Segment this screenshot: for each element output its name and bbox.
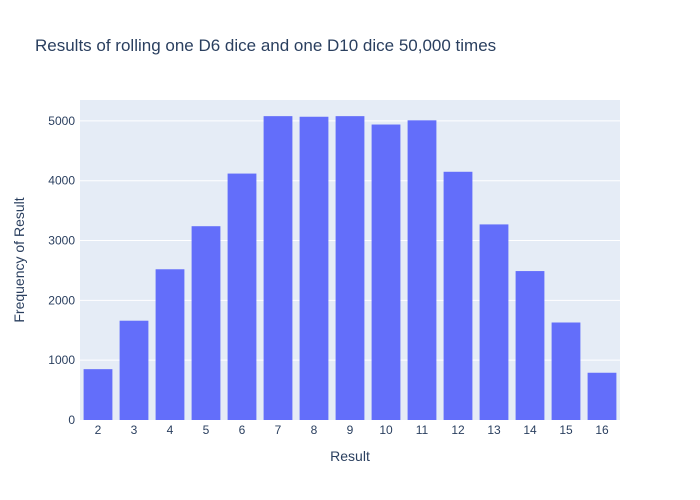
x-tick-label: 16 xyxy=(595,423,609,437)
bar-16 xyxy=(587,372,617,420)
y-tick-label: 2000 xyxy=(48,293,75,307)
bar-15 xyxy=(551,322,581,420)
bar-7 xyxy=(263,116,293,420)
bar-6 xyxy=(227,173,257,420)
x-tick-label: 7 xyxy=(275,423,282,437)
y-tick-label: 4000 xyxy=(48,174,75,188)
bar-11 xyxy=(407,120,437,420)
bar-4 xyxy=(155,269,185,420)
x-tick-label: 11 xyxy=(416,423,429,437)
x-tick-label: 5 xyxy=(203,423,210,437)
x-tick-label: 15 xyxy=(559,423,573,437)
x-tick-label: 2 xyxy=(95,423,102,437)
y-tick-label: 5000 xyxy=(48,114,75,128)
x-axis-title: Result xyxy=(330,448,370,464)
bar-3 xyxy=(119,320,149,420)
y-tick-labels: 0 1000 2000 3000 4000 5000 xyxy=(48,114,75,427)
bar-14 xyxy=(515,271,545,420)
x-tick-label: 13 xyxy=(487,423,501,437)
x-tick-label: 12 xyxy=(451,423,465,437)
bar-2 xyxy=(83,369,113,420)
bar-13 xyxy=(479,224,509,420)
bar-9 xyxy=(335,116,365,420)
x-tick-label: 8 xyxy=(311,423,318,437)
bar-8 xyxy=(299,116,329,420)
x-tick-label: 9 xyxy=(347,423,354,437)
x-tick-label: 6 xyxy=(239,423,246,437)
x-tick-label: 4 xyxy=(167,423,174,437)
y-axis-title: Frequency of Result xyxy=(11,197,27,322)
bars xyxy=(83,116,617,420)
bar-10 xyxy=(371,124,401,420)
bar-5 xyxy=(191,226,221,420)
y-tick-label: 1000 xyxy=(48,353,75,367)
x-tick-label: 10 xyxy=(379,423,393,437)
y-tick-label: 0 xyxy=(68,413,75,427)
chart-title: Results of rolling one D6 dice and one D… xyxy=(35,36,496,55)
y-tick-label: 3000 xyxy=(48,234,75,248)
x-tick-label: 14 xyxy=(523,423,537,437)
x-tick-label: 3 xyxy=(131,423,138,437)
bar-12 xyxy=(443,171,473,420)
x-tick-labels: 2 3 4 5 6 7 8 9 10 11 12 13 14 15 16 xyxy=(95,423,609,437)
